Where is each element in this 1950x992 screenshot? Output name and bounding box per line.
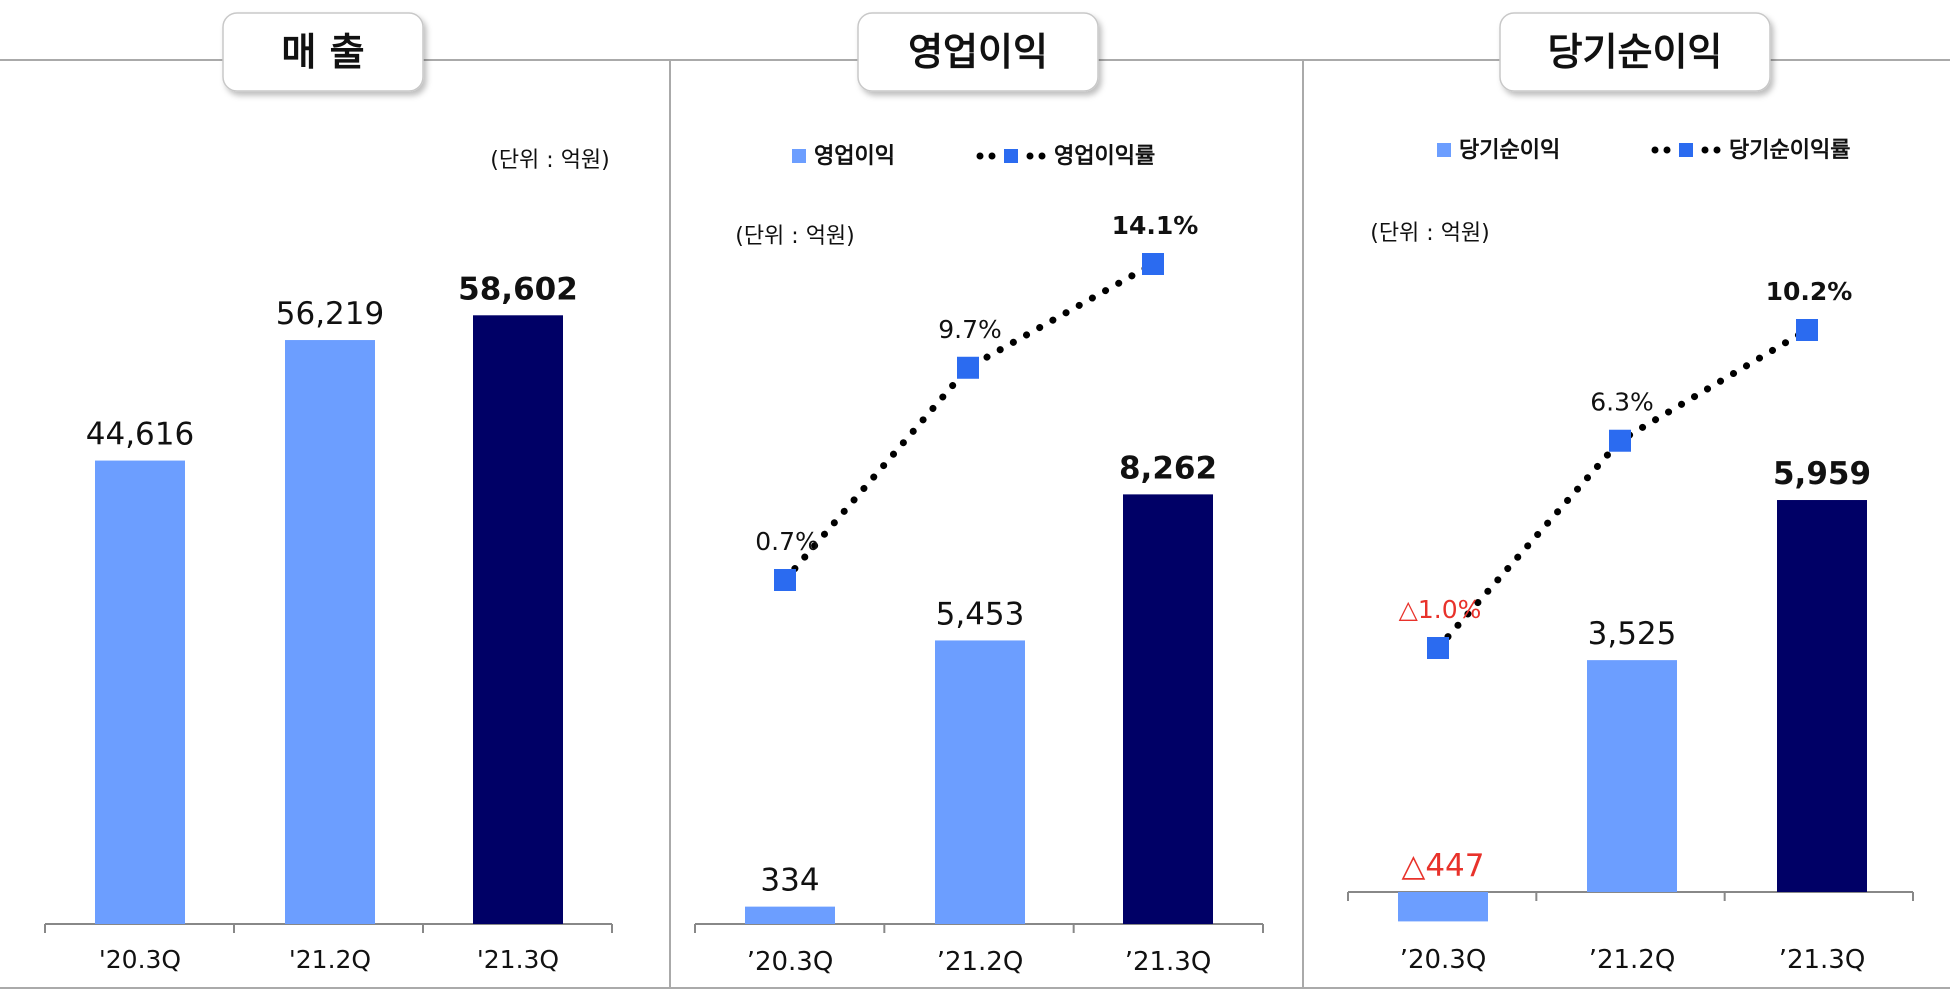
ratio-line — [1434, 326, 1811, 652]
ratio-marker — [1609, 429, 1631, 452]
title-box-bg — [857, 12, 1099, 92]
chart-title: 당기순이익 — [1548, 30, 1723, 74]
ratio-marker — [957, 356, 979, 379]
bar-value-label: △447 — [1401, 848, 1484, 884]
unit-label: (단위 : 억원) — [490, 148, 610, 173]
ratio-value-label: 9.7% — [938, 315, 1002, 344]
category-label: ’21.3Q — [1125, 947, 1212, 977]
category-label: ’20.3Q — [1400, 945, 1487, 975]
bar-value-label: 44,616 — [86, 417, 194, 453]
bar — [1587, 660, 1677, 892]
bar — [473, 315, 563, 924]
ratio-marker — [1427, 637, 1449, 659]
bar-value-label: 5,959 — [1773, 456, 1871, 492]
legend-dot — [1651, 146, 1659, 154]
bar-value-label: 58,602 — [458, 271, 578, 307]
unit-label: (단위 : 억원) — [1370, 221, 1490, 246]
title-box-bg — [1499, 12, 1771, 92]
legend-dot — [1663, 146, 1671, 154]
ratio-value-label: 0.7% — [755, 527, 819, 556]
panel-2: 영업이익(단위 : 억원)영업이익 영업이익률334’20.3Q5,453’21.… — [694, 12, 1264, 977]
title-box: 매 출 — [222, 12, 424, 92]
bar-value-label: 5,453 — [936, 596, 1025, 632]
ratio-marker — [1796, 319, 1818, 341]
title-box-bg — [222, 12, 424, 92]
legend-dot — [1026, 152, 1034, 160]
ratio-value-label: 14.1% — [1112, 211, 1199, 240]
legend-dot — [1713, 146, 1721, 154]
legend-label: 당기순이익률 — [1729, 138, 1850, 163]
legend-bar-swatch — [792, 149, 806, 163]
bar — [285, 340, 375, 924]
ratio-value-label: △1.0% — [1399, 595, 1482, 624]
legend-dot — [976, 152, 984, 160]
unit-label: (단위 : 억원) — [735, 224, 855, 249]
legend-dot — [1038, 152, 1046, 160]
legend-label: 영업이익률 — [1054, 144, 1155, 169]
legend-dot — [988, 152, 996, 160]
legend-label: 영업이익 — [814, 144, 895, 169]
bar — [1777, 500, 1867, 892]
bar-value-label: 56,219 — [276, 296, 384, 332]
legend: 영업이익 영업이익률 — [792, 144, 1155, 169]
legend-bar-swatch — [1437, 143, 1451, 157]
bar — [95, 460, 185, 924]
ratio-marker — [774, 569, 796, 591]
panel-3: 당기순이익(단위 : 억원)당기순이익 당기순이익률△447’20.3Q3,525… — [1347, 12, 1914, 975]
bar-value-label: 334 — [760, 863, 819, 899]
legend: 당기순이익 당기순이익률 — [1437, 138, 1850, 163]
ratio-line — [781, 260, 1157, 584]
category-label: '21.3Q — [477, 945, 559, 974]
bar-value-label: 3,525 — [1588, 616, 1677, 652]
bar-value-label: 8,262 — [1119, 450, 1217, 486]
legend-label: 당기순이익 — [1459, 138, 1560, 163]
category-label: '21.2Q — [289, 945, 371, 974]
category-label: ’20.3Q — [747, 947, 834, 977]
legend-marker-swatch — [1679, 143, 1693, 157]
title-box: 영업이익 — [857, 12, 1099, 92]
title-box: 당기순이익 — [1499, 12, 1771, 92]
bar — [1398, 892, 1488, 922]
category-label: ’21.3Q — [1779, 945, 1866, 975]
bar — [1123, 494, 1213, 924]
bar — [745, 906, 835, 924]
bar — [935, 640, 1025, 924]
category-label: '20.3Q — [99, 945, 181, 974]
legend-marker-swatch — [1004, 149, 1018, 163]
legend-dot — [1701, 146, 1709, 154]
category-label: ’21.2Q — [1589, 945, 1676, 975]
ratio-value-label: 10.2% — [1766, 277, 1853, 306]
category-label: ’21.2Q — [937, 947, 1024, 977]
ratio-value-label: 6.3% — [1590, 388, 1654, 417]
ratio-marker — [1142, 253, 1164, 275]
chart-title: 매 출 — [281, 30, 364, 74]
chart-title: 영업이익 — [908, 30, 1048, 74]
panel-1: 매 출 (단위 : 억원) 44,616 '20.3Q 56,219 '21.2Q 58,6… — [44, 12, 613, 974]
